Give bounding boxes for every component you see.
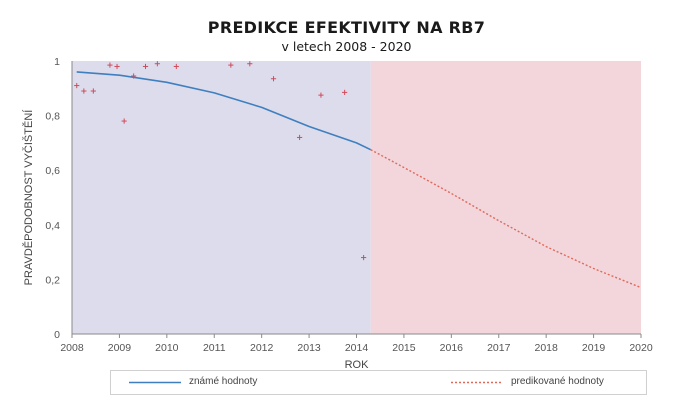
series-lines [76,71,642,289]
scatter-point [228,62,234,68]
x-tick-labels: 2008 2009 2010 2011 2012 2013 2014 2015 2016 2017… [60,342,653,354]
scatter-point [142,63,149,70]
x-tick-label: 2018 [534,342,558,354]
x-axis-label: ROK [345,359,370,371]
legend-label-known: známé hodnoty [189,376,258,387]
y-axis-label: PRAVDĚPODOBNOST VYČIŠTĚNÍ [22,109,35,286]
scatter-point [247,61,253,67]
scatter-point [74,82,80,89]
scatter-point [114,63,120,70]
scatter-points [74,61,367,261]
region-predicted [370,61,641,334]
y-tick-label: 0 [54,329,60,341]
legend: známé hodnoty predikované hodnoty [110,370,647,395]
y-tick-label: 0,8 [45,111,60,123]
x-tick-label: 2020 [629,342,653,354]
x-tick-label: 2010 [155,342,179,354]
scatter-point [297,134,303,141]
scatter-point [131,73,137,79]
scatter-point [121,118,127,124]
scatter-point [361,254,367,261]
x-tick-label: 2011 [203,342,226,354]
y-tick-label: 0,4 [45,220,60,232]
x-tick-label: 2009 [108,342,132,354]
series-line-predicted [370,149,642,289]
x-tick-label: 2015 [392,342,416,354]
y-tick-labels: 0 0,2 0,4 0,6 0,8 1 [45,56,60,341]
scatter-point [107,62,113,68]
x-tick-label: 2016 [440,342,464,354]
series-line-known [76,71,372,151]
x-tick-label: 2017 [487,342,511,354]
y-tick-label: 0,6 [45,165,60,177]
scatter-point [270,76,277,82]
scatter-point [342,89,348,95]
x-tick-label: 2013 [297,342,321,354]
region-known [72,61,371,334]
legend-label-predicted: predikované hodnoty [511,376,604,387]
scatter-point [90,88,96,94]
y-tick-label: 0,2 [45,274,60,286]
scatter-point [173,63,179,70]
scatter-point [81,88,87,94]
x-tick-label: 2019 [582,342,606,354]
x-tick-label: 2008 [60,342,84,354]
scatter-point [318,92,324,98]
chart-title: PREDIKCE EFEKTIVITY NA RB7 [207,18,486,37]
x-tick-label: 2012 [250,342,274,354]
background-regions [72,61,641,334]
scatter-point [154,61,160,67]
chart-subtitle: v letech 2008 - 2020 [281,39,412,54]
axes [71,61,642,338]
y-tick-label: 1 [54,56,60,68]
x-tick-label: 2014 [345,342,369,354]
